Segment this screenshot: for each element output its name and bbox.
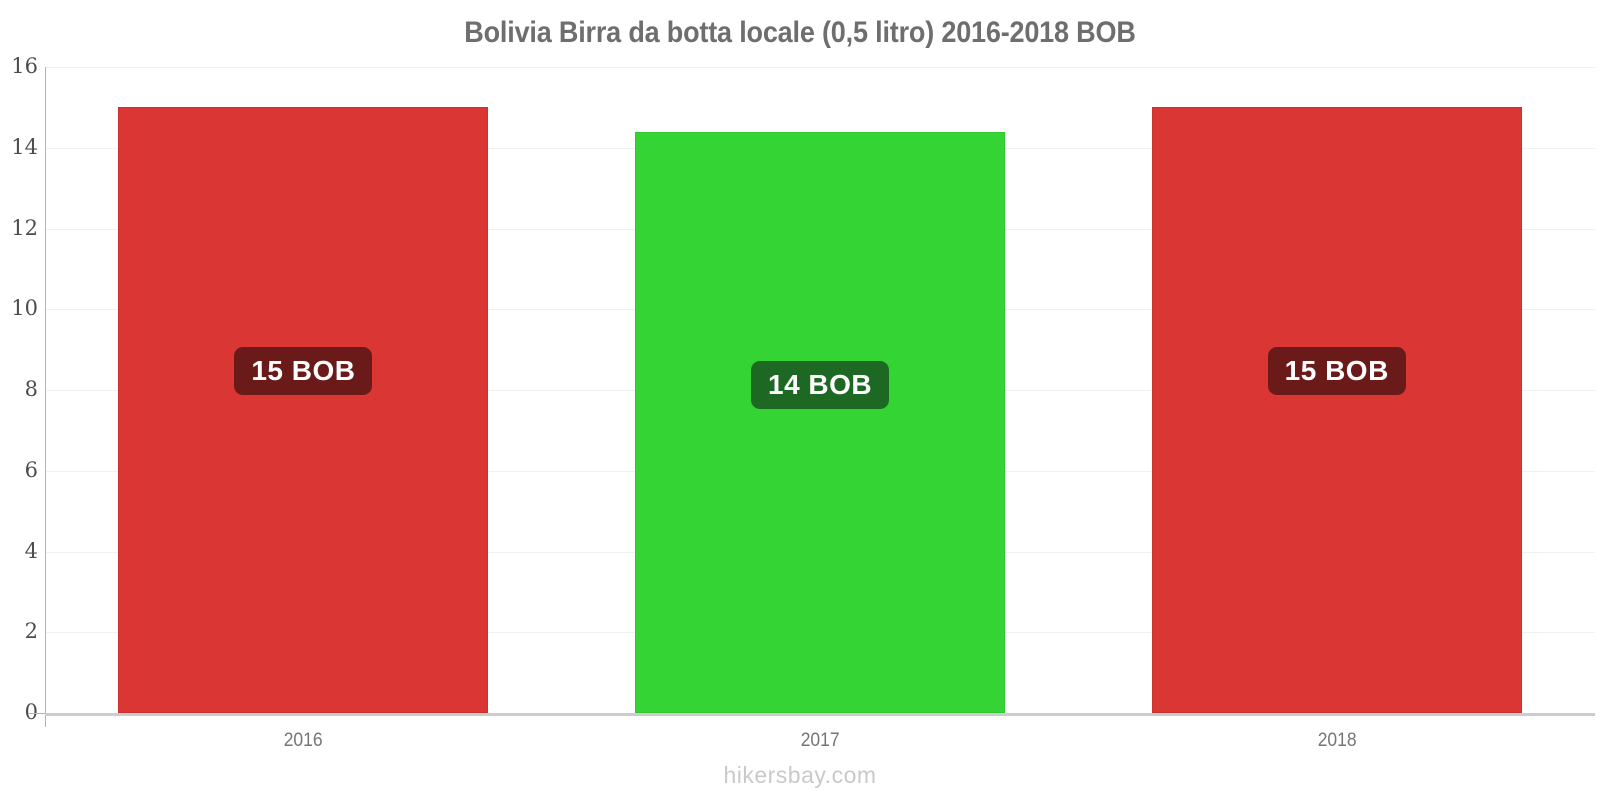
bar-value-label-2018: 15 BOB [1267, 346, 1406, 395]
zero-tick-mark [28, 713, 45, 714]
bar-value-label-2016: 15 BOB [234, 346, 373, 395]
x-axis-label-2016: 2016 [283, 730, 323, 751]
y-axis-tick-label-0: 0 [24, 700, 38, 724]
bar-2016 [118, 107, 489, 713]
x-axis-label-2018: 2018 [1317, 730, 1357, 751]
chart-title-text: Bolivia Birra da botta locale (0,5 litro… [464, 16, 1136, 49]
x-axis-label-2017: 2017 [800, 730, 840, 751]
y-axis-tick-label-6: 6 [24, 457, 38, 482]
y-axis-tick-label-12: 12 [11, 215, 38, 240]
y-axis-tick-label-16: 16 [11, 54, 38, 78]
bar-value-label-2017: 14 BOB [751, 360, 890, 409]
gridline-16 [45, 67, 1595, 68]
bar-2018 [1151, 107, 1522, 713]
y-axis-tick-label-4: 4 [24, 538, 38, 563]
x-axis-line [45, 713, 1595, 716]
y-axis-tick-label-2: 2 [24, 619, 38, 644]
bar-2017 [635, 131, 1005, 713]
y-axis-tick-label-10: 10 [11, 296, 38, 321]
y-axis-tick-label-8: 8 [24, 377, 38, 401]
chart-title: Bolivia Birra da botta locale (0,5 litro… [0, 16, 1600, 50]
source-watermark: hikersbay.com [723, 762, 877, 788]
y-axis-line [45, 67, 46, 727]
y-axis-tick-label-14: 14 [11, 134, 38, 159]
